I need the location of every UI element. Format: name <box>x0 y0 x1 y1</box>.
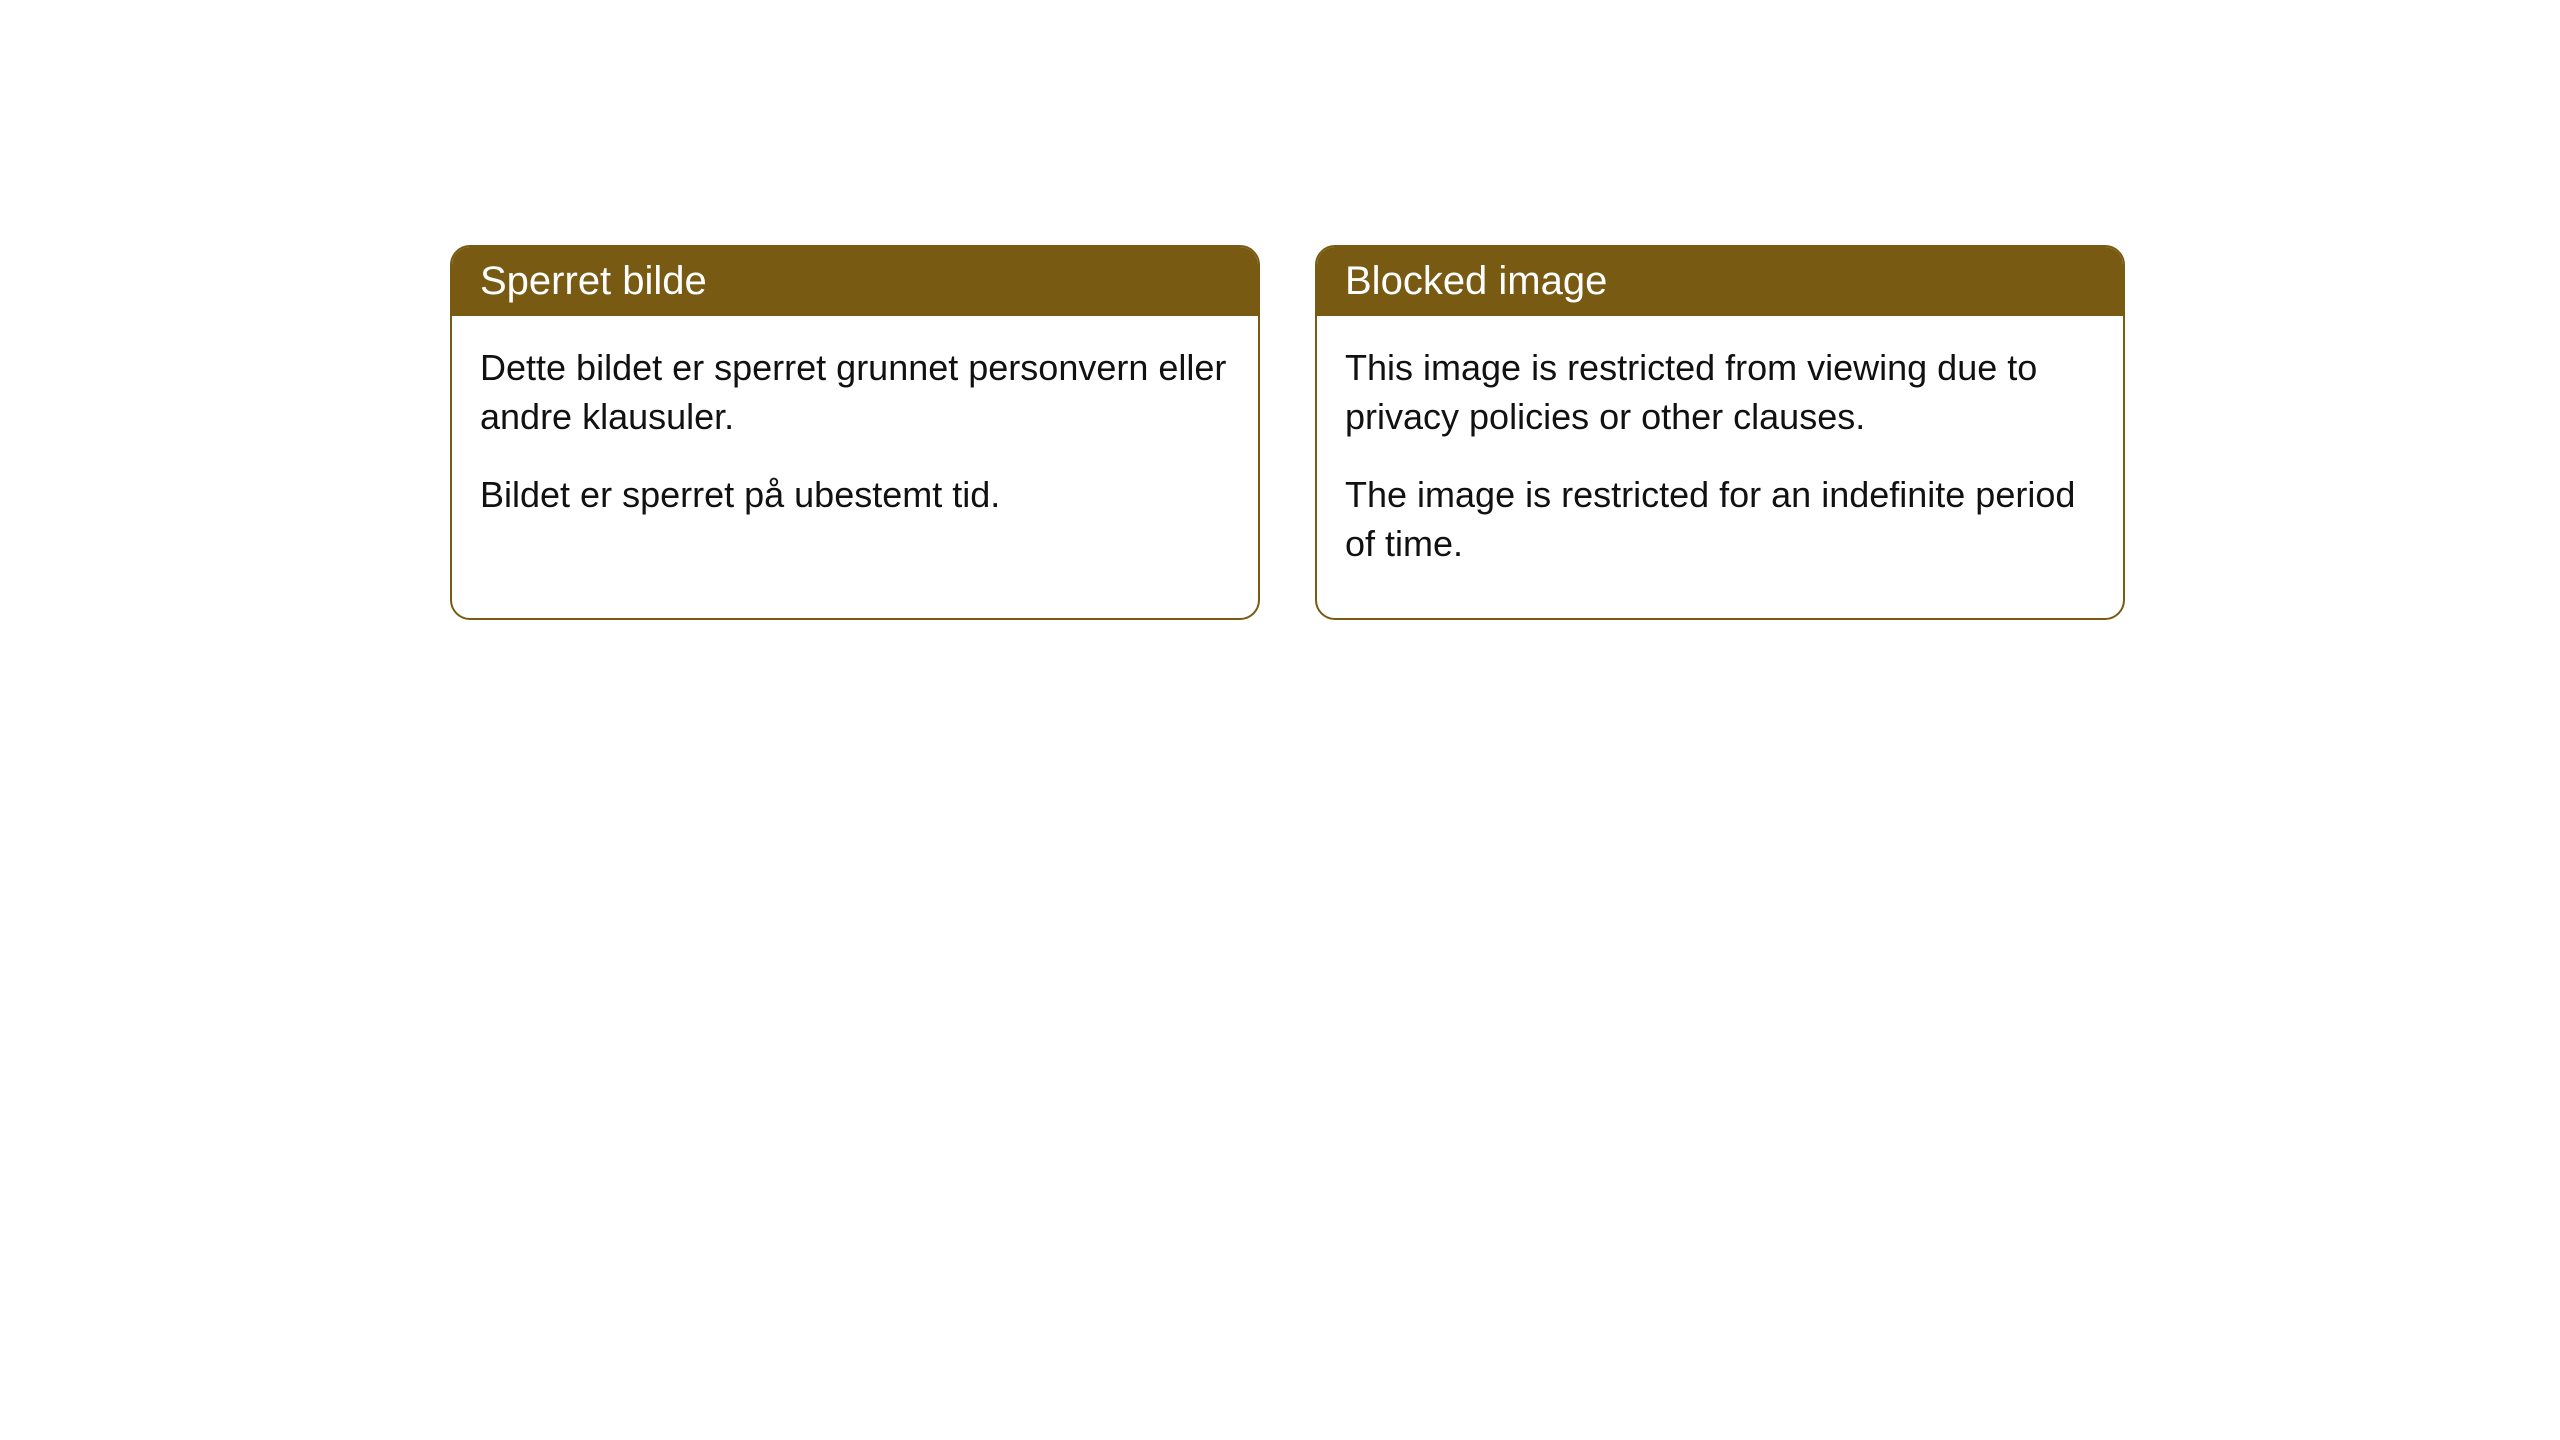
card-paragraph: Dette bildet er sperret grunnet personve… <box>480 344 1230 441</box>
card-body: This image is restricted from viewing du… <box>1317 316 2123 618</box>
card-body: Dette bildet er sperret grunnet personve… <box>452 316 1258 570</box>
card-paragraph: Bildet er sperret på ubestemt tid. <box>480 471 1230 520</box>
card-paragraph: This image is restricted from viewing du… <box>1345 344 2095 441</box>
card-header: Blocked image <box>1317 247 2123 316</box>
card-paragraph: The image is restricted for an indefinit… <box>1345 471 2095 568</box>
card-title: Sperret bilde <box>480 259 707 303</box>
notice-card-norwegian: Sperret bilde Dette bildet er sperret gr… <box>450 245 1260 620</box>
card-title: Blocked image <box>1345 259 1607 303</box>
notice-cards-container: Sperret bilde Dette bildet er sperret gr… <box>450 245 2560 620</box>
notice-card-english: Blocked image This image is restricted f… <box>1315 245 2125 620</box>
card-header: Sperret bilde <box>452 247 1258 316</box>
